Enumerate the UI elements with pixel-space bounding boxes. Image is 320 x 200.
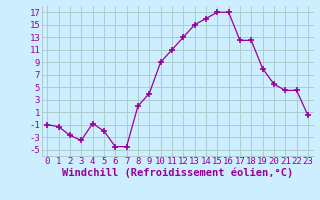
X-axis label: Windchill (Refroidissement éolien,°C): Windchill (Refroidissement éolien,°C) (62, 168, 293, 178)
